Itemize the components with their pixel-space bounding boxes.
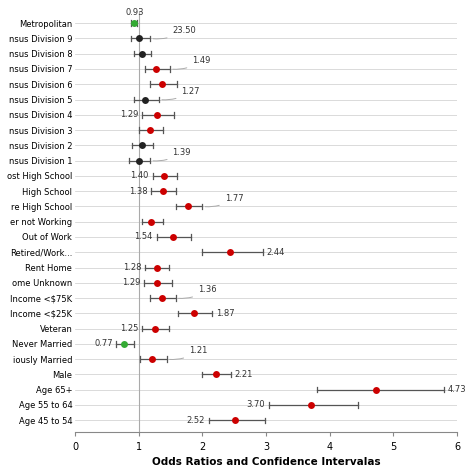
Text: 1.38: 1.38: [129, 187, 148, 196]
Text: 0.93: 0.93: [125, 8, 144, 17]
Text: 2.21: 2.21: [235, 370, 253, 379]
Text: 23.50: 23.50: [153, 26, 196, 39]
Text: 1.54: 1.54: [134, 232, 153, 241]
Text: 1.49: 1.49: [173, 56, 210, 69]
Text: 1.40: 1.40: [130, 172, 149, 181]
Text: 1.39: 1.39: [153, 148, 191, 161]
Text: 0.77: 0.77: [94, 339, 113, 348]
Text: 1.27: 1.27: [162, 87, 200, 100]
Text: 1.77: 1.77: [205, 193, 243, 207]
Text: 1.87: 1.87: [216, 309, 234, 318]
Text: 2.52: 2.52: [187, 416, 205, 425]
Text: 1.21: 1.21: [170, 346, 208, 359]
X-axis label: Odds Ratios and Confidence Intervalas: Odds Ratios and Confidence Intervalas: [152, 457, 380, 467]
Text: 4.73: 4.73: [448, 385, 467, 394]
Text: 2.44: 2.44: [267, 248, 285, 257]
Text: 1.36: 1.36: [178, 285, 217, 299]
Text: 1.28: 1.28: [123, 263, 141, 272]
Text: 3.70: 3.70: [247, 401, 265, 410]
Text: 1.25: 1.25: [120, 324, 138, 333]
Text: 1.29: 1.29: [122, 278, 140, 287]
Text: 1.29: 1.29: [120, 110, 138, 119]
